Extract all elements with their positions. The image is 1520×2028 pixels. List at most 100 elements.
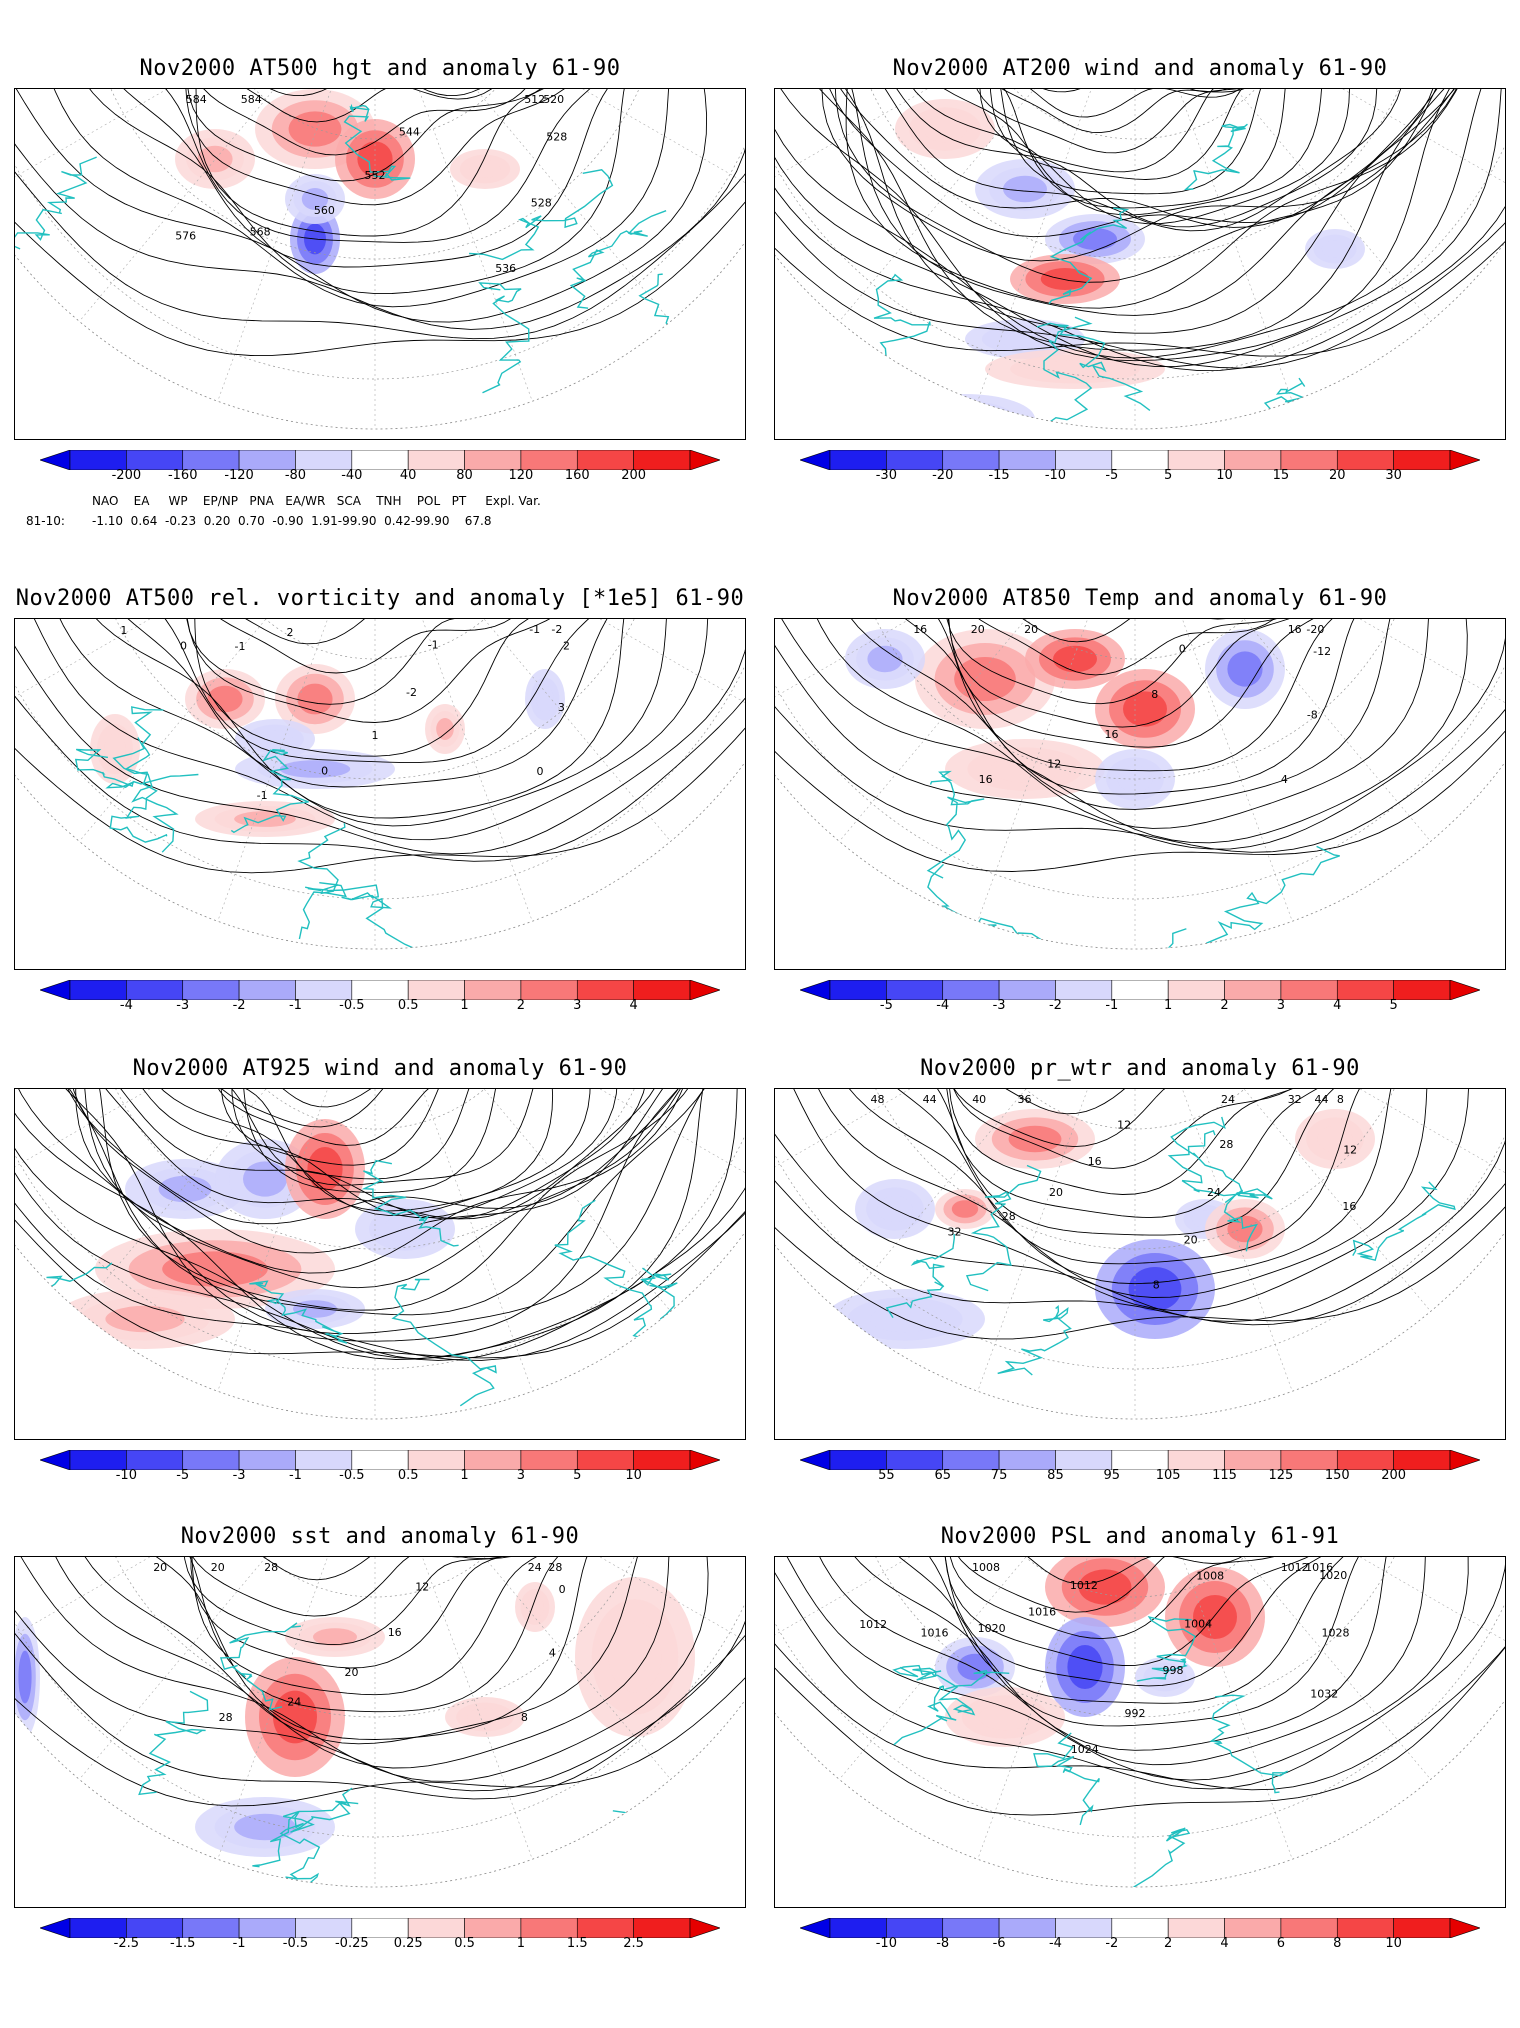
colorbar-swatch	[1167, 1917, 1225, 1939]
contour-line	[775, 619, 1468, 844]
coastline	[138, 1690, 209, 1796]
contour-label: 1020	[978, 1622, 1006, 1635]
contour-line	[895, 619, 1391, 748]
colorbar-swatch	[126, 449, 184, 471]
contour-label: 16	[1088, 1155, 1102, 1168]
contour-line	[775, 89, 1505, 369]
colorbar-tick: 5	[1164, 468, 1173, 483]
contour-line	[862, 619, 1411, 772]
contour-label: 16	[1105, 728, 1119, 741]
colorbar-arrow-left	[39, 1917, 71, 1939]
anomaly-shade	[1227, 651, 1263, 687]
contour-label: 560	[314, 204, 335, 217]
contour-line	[968, 89, 1315, 118]
coastline	[926, 770, 985, 879]
coastline	[818, 918, 948, 949]
coastline	[1167, 1130, 1273, 1204]
contour-line	[17, 1557, 687, 1769]
colorbar-arrow-right	[1449, 449, 1481, 471]
colorbar-swatch	[1393, 1917, 1451, 1939]
meridian	[775, 619, 1136, 790]
contour-label: 536	[495, 262, 516, 275]
contour-label: 44	[1315, 1093, 1329, 1106]
colorbar-tick: 10	[625, 1468, 642, 1483]
anomaly-shade	[1003, 175, 1047, 203]
colorbar-arrow-left	[799, 449, 831, 471]
contour-line	[812, 89, 1487, 316]
contour-line	[15, 1089, 740, 1342]
meridian	[1134, 1557, 1505, 1728]
contour-line	[186, 89, 609, 182]
map-psl: 1012 1016 1020 1028 1032 1008 1004 998 992 1024 10…	[774, 1556, 1506, 1908]
coastline	[478, 282, 530, 394]
coastline	[343, 103, 411, 181]
meridian	[374, 89, 745, 270]
contour-line	[54, 1557, 684, 1745]
contour-line	[947, 1089, 1360, 1169]
meridian	[374, 89, 581, 429]
contour-line	[775, 619, 1505, 853]
anomaly-shade	[293, 1300, 337, 1318]
anomaly-shade	[105, 1305, 185, 1333]
colorbar-swatch	[295, 979, 353, 1001]
colorbar-swatch	[407, 979, 465, 1001]
contour-label: 2	[563, 640, 570, 653]
colorbar-swatch	[1055, 449, 1113, 471]
colorbar-tick: -0.5	[282, 1936, 309, 1951]
contour-label: 12	[415, 1580, 429, 1593]
colorbar-swatch	[576, 449, 634, 471]
contour-line	[811, 619, 1435, 810]
colorbar-tick: -200	[111, 468, 142, 483]
contour-label: 8	[1151, 688, 1158, 701]
colorbar-tick: 30	[1385, 468, 1402, 483]
contour-line	[971, 89, 1334, 154]
contour-label: -1	[428, 639, 439, 652]
anomaly-shade	[1321, 240, 1349, 258]
meridian	[169, 1089, 376, 1419]
anomaly-shade	[288, 111, 342, 147]
anomaly-shade	[1128, 1267, 1182, 1311]
contour-line	[821, 89, 1489, 262]
contour-label: 16	[1342, 1200, 1356, 1213]
contour-label: -12	[1313, 645, 1331, 658]
contour-line	[15, 89, 708, 323]
colorbar-tick: -10	[115, 1468, 137, 1483]
colorbar-arrow-right	[1449, 1449, 1481, 1471]
contour-label: 1	[120, 624, 127, 637]
contour-line	[164, 89, 615, 206]
contour-line	[43, 619, 667, 819]
colorbar-swatch	[942, 449, 1000, 471]
colorbar-tick: -2.5	[113, 1936, 140, 1951]
colorbar-swatch	[1393, 1449, 1451, 1471]
colorbar-swatch	[126, 979, 184, 1001]
meridian	[1134, 1089, 1341, 1419]
contour-line	[947, 1557, 1370, 1640]
map-field	[15, 1557, 745, 1887]
panel-prwtr: Nov2000 pr_wtr and anomaly 61-90 32 44 8 12…	[760, 1056, 1520, 1560]
contour-label: 20	[211, 1561, 225, 1574]
contour-line	[209, 1089, 580, 1146]
coastline	[297, 823, 347, 940]
coastline	[361, 1159, 459, 1247]
colorbar-tick: -10	[1044, 468, 1067, 483]
contour-line	[807, 1089, 1436, 1285]
meridian	[15, 1557, 376, 1728]
contour-line	[779, 619, 1447, 829]
anomaly-shade	[297, 683, 333, 715]
colorbar-tick: 10	[1216, 468, 1233, 483]
panel-title: Nov2000 PSL and anomaly 61-91	[940, 1524, 1340, 1549]
colorbar-swatch	[1167, 979, 1225, 1001]
coastline	[554, 1199, 653, 1340]
meridian	[374, 1557, 745, 1887]
colorbar-swatch	[1224, 979, 1282, 1001]
colorbar-tick: 20	[1328, 468, 1346, 483]
contour-line	[22, 89, 687, 308]
contour-label: 1016	[921, 1627, 949, 1640]
colorbar-swatch	[407, 1449, 465, 1471]
colorbar-vort500: -4 -3 -2 -1 -0.5 0.5 1 2 3 4	[39, 979, 721, 1013]
contour-line	[775, 1557, 1505, 1816]
colorbar-swatch	[1224, 1917, 1282, 1939]
meridian	[374, 619, 745, 949]
contour-line	[949, 619, 1347, 676]
colorbar-swatch	[1111, 449, 1169, 471]
